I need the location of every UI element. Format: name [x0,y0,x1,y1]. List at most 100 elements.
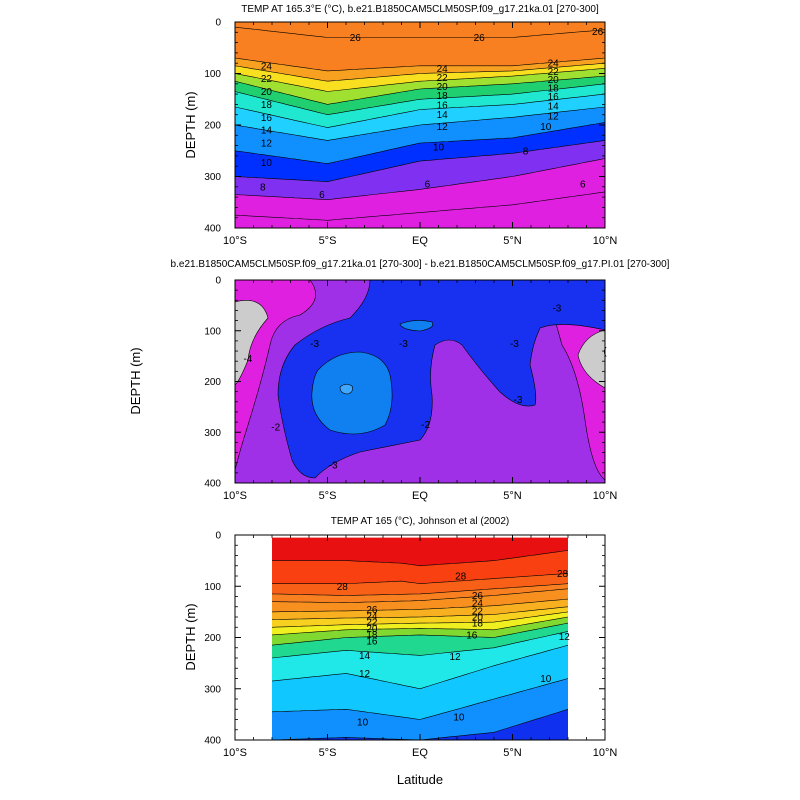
y-tick-label: 200 [204,121,221,132]
isotherm-line [271,616,569,636]
filled-layer [235,122,605,182]
panel-2-y-axis-title: DEPTH (m) [128,347,143,414]
contour-label: 10 [540,122,552,133]
contour-label: 22 [366,618,378,629]
panel-3-filled-contours [272,537,568,740]
contour-label: 24 [437,64,449,75]
isotherm-line [271,611,569,628]
contour-label: 20 [366,624,378,635]
filled-layer [272,623,568,658]
contour-label: 24 [261,61,273,72]
contour-label: 12 [548,112,560,123]
panel-3-title: TEMP AT 165 (°C), Johnson et al (2002) [331,516,510,527]
isotherm-line [235,83,605,116]
filled-layer [235,140,605,200]
x-tick-label: EQ [412,490,428,502]
filled-layer [235,76,605,115]
contour-label: 28 [557,569,569,580]
contour-label: 20 [261,87,273,98]
filled-layer [272,573,568,596]
y-tick-label: 0 [215,531,221,542]
x-tick-label: EQ [412,747,428,759]
isotherm-line [235,75,605,105]
panel-1-title: TEMP AT 165.3°E (°C), b.e21.B1850CAM5CLM… [241,4,599,15]
contour-label: -4 [243,354,252,365]
isotherm-line [235,106,605,141]
panel-3-contour-lines [271,550,569,740]
contour-label: 6 [425,180,431,191]
y-tick-label: 200 [204,633,221,644]
x-tick-label: 10°S [223,235,247,247]
contour-label: 22 [472,606,484,617]
isotherm-line [235,68,605,92]
contour-label: 10 [453,712,465,723]
contour-label: 26 [592,27,604,38]
filled-layer [235,27,605,71]
contour-label: 14 [359,651,371,662]
x-tick-label: 5°S [319,747,337,759]
contour-label: 10 [540,674,552,685]
contour-label: 14 [437,110,449,121]
filled-layer [272,537,568,566]
isotherm-line [271,709,569,740]
isotherm-line [235,122,605,164]
contour-label: 26 [350,33,362,44]
contour-label: 16 [366,637,378,648]
y-tick-label: 300 [204,684,221,695]
contour-label: 10 [433,143,445,154]
y-tick-label: 400 [204,736,221,747]
panel-2-plot-area [235,280,605,483]
filled-layer [235,94,605,141]
panel-3: TEMP AT 165 (°C), Johnson et al (2002) 2… [183,516,617,759]
contour-label: -3 [510,339,519,350]
contour-label: -3 [329,461,338,472]
filled-layer [235,63,605,92]
isotherm-line [271,588,569,603]
filled-layer [235,83,605,128]
isotherm-line [271,583,569,596]
isotherm-line [272,550,569,567]
isotherm-line [235,93,605,128]
panel-3-axes: 10°S 5°S EQ 5°N 10°N 0 100 200 300 400 [204,531,617,760]
x-tick-label: 5°S [319,235,337,247]
y-tick-label: 400 [204,479,221,490]
contour-label: 10 [261,158,273,169]
y-tick-label: 400 [204,224,221,235]
contour-label: 28 [337,582,349,593]
y-tick-label: 200 [204,377,221,388]
panel-1-contour-labels: 26 26262422201816141210862422201816141210… [260,27,604,201]
isotherm-line [272,573,569,585]
filled-layer [272,678,568,740]
contour-label: 12 [450,652,462,663]
contour-label: 22 [548,67,560,78]
x-tick-label: 10°S [223,747,247,759]
contour-label: 26 [472,591,484,602]
contour-label: 12 [359,669,371,680]
filled-layer [272,588,568,612]
panel-2: b.e21.B1850CAM5CLM50SP.f09_g17.21ka.01 [… [128,259,670,502]
panel-2-fill-small-patch [399,320,434,332]
contour-label: 14 [548,101,560,112]
isotherm-line [235,26,605,38]
contour-label: 18 [261,100,273,111]
isotherm-line [271,598,569,613]
x-tick-label: 10°N [593,747,618,759]
y-tick-label: 100 [204,582,221,593]
contour-label: 18 [437,91,449,102]
panel-1-y-axis-title: DEPTH (m) [183,91,198,158]
isotherm-line [235,57,605,72]
contour-label: 24 [548,59,560,70]
filled-layer [235,191,605,228]
x-tick-label: EQ [412,235,428,247]
filled-layer [235,68,605,105]
panel-2-fill-east-grey [577,329,605,389]
isotherm-line [271,631,569,659]
y-tick-label: 100 [204,69,221,80]
filled-layer [272,645,568,720]
x-tick-label: 5°N [503,235,522,247]
contour-label: 26 [366,605,378,616]
contour-label: 14 [261,126,273,137]
panel-3-y-axis-title: DEPTH (m) [183,603,198,670]
panel-2-axes: 10°S 5°S EQ 5°N 10°N 0 100 200 300 400 [204,276,617,503]
